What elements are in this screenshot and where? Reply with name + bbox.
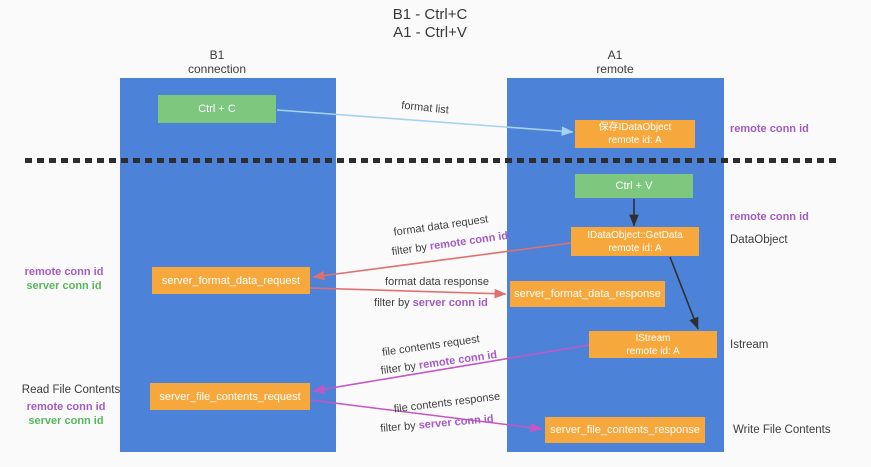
annotation-remote-conn-id-left-format: remote conn id — [24, 266, 104, 278]
annotation-remote-conn-id-right-top: remote conn id — [730, 123, 809, 135]
node-istream: IStream remote id: A — [589, 331, 717, 358]
node-ctrl-c-label: Ctrl + C — [198, 103, 236, 115]
annotation-read-file-contents: Read File Contents — [21, 384, 121, 396]
node-server-format-data-response: server_format_data_response — [510, 281, 665, 307]
node-idataobject-getdata-line2: remote id: A — [608, 242, 662, 254]
lane-b1-subtitle: connection — [187, 62, 247, 76]
lane-a1-title: A1 — [607, 48, 623, 62]
filter-key-server-conn-id: server conn id — [412, 297, 488, 309]
node-server-format-data-response-label: server_format_data_response — [514, 288, 661, 300]
node-idataobject-getdata-line1: IDataObject::GetData — [587, 229, 683, 241]
node-ctrl-v-label: Ctrl + V — [615, 180, 653, 192]
edge-label-format-data-response-text: format data response — [385, 276, 489, 288]
node-istream-line2: remote id: A — [626, 345, 680, 357]
lane-a1-header: A1 remote — [555, 48, 675, 76]
filter-by-prefix: filter by — [379, 359, 420, 378]
diagram-title-line1: B1 - Ctrl+C — [392, 6, 468, 23]
node-idataobject-getdata: IDataObject::GetData remote id: A — [571, 227, 699, 256]
annotation-istream: Istream — [730, 339, 769, 351]
annotation-write-file-contents: Write File Contents — [733, 424, 831, 436]
edge-label-format-list-text: format list — [400, 99, 450, 117]
lane-b1-title: B1 — [209, 48, 225, 62]
node-save-idataobject-line1: 保存IDataObject — [598, 122, 672, 133]
lane-a1-subtitle: remote — [596, 62, 634, 76]
edge-label-file-contents-response-text: file contents response — [393, 390, 501, 416]
dashed-divider-line — [25, 158, 838, 163]
node-istream-line1: IStream — [635, 332, 671, 344]
node-server-file-contents-request-label: server_file_contents_request — [159, 390, 301, 403]
node-ctrl-c: Ctrl + C — [158, 95, 276, 123]
annotation-dataobject: DataObject — [730, 234, 788, 246]
node-save-idataobject-line2: remote id: A — [608, 135, 662, 146]
edge-label-format-data-response: format data response — [347, 276, 527, 289]
annotation-server-conn-id-left-format: server conn id — [26, 280, 102, 292]
node-server-file-contents-response: server_file_contents_response — [545, 417, 705, 443]
filter-by-prefix: filter by — [379, 419, 420, 435]
annotation-remote-conn-id-left-file: remote conn id — [26, 401, 106, 413]
filter-key-remote-conn-id: remote conn id — [429, 229, 509, 253]
node-server-format-data-request: server_format_data_request — [152, 267, 310, 294]
filter-key-server-conn-id: server conn id — [418, 413, 495, 432]
node-save-idataobject: 保存IDataObject remote id: A — [575, 120, 695, 148]
annotation-remote-conn-id-right-mid: remote conn id — [730, 211, 809, 223]
node-server-file-contents-response-label: server_file_contents_response — [550, 424, 700, 436]
node-server-format-data-request-label: server_format_data_request — [161, 274, 301, 287]
filter-by-prefix: filter by — [374, 297, 413, 309]
node-ctrl-v: Ctrl + V — [575, 174, 693, 198]
edge-label-format-data-response-filter: filter by server conn id — [341, 297, 521, 310]
diagram-title-line2: A1 - Ctrl+V — [393, 24, 467, 41]
edge-label-format-list: format list — [335, 93, 515, 125]
annotation-server-conn-id-left-file: server conn id — [28, 415, 104, 427]
diagram-title: B1 - Ctrl+C A1 - Ctrl+V — [305, 6, 555, 42]
lane-b1-header: B1 connection — [157, 48, 277, 76]
filter-by-prefix: filter by — [390, 240, 431, 259]
node-server-file-contents-request: server_file_contents_request — [150, 383, 310, 410]
